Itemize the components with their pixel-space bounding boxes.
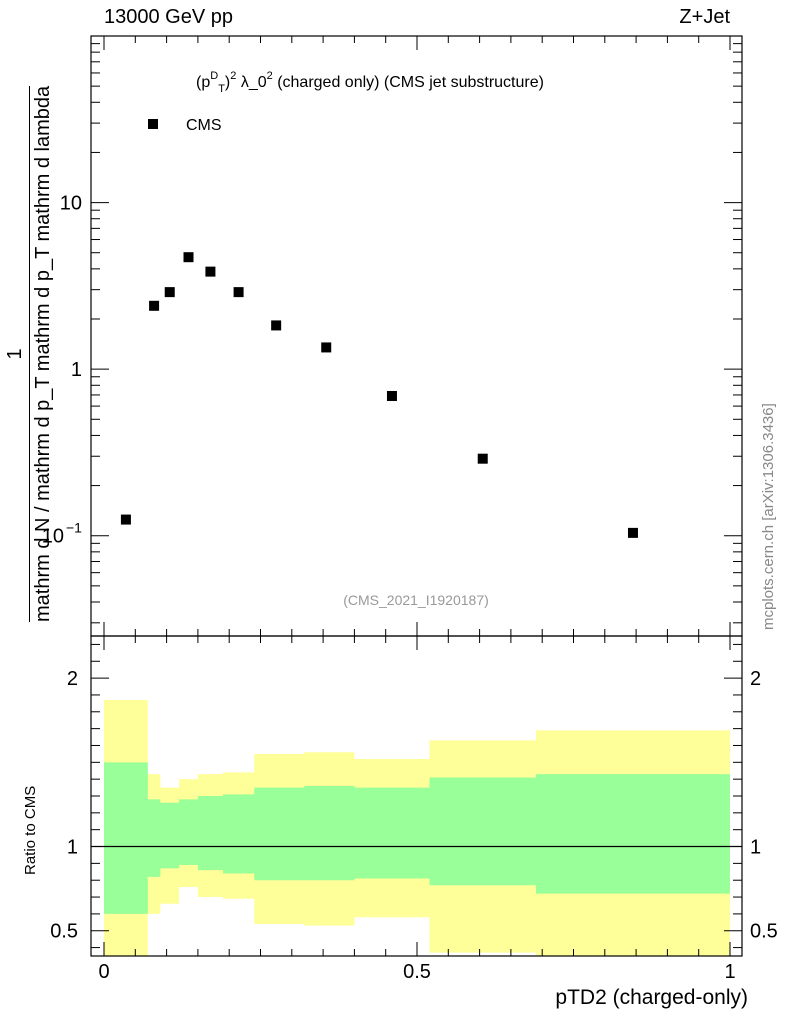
data-point — [205, 266, 216, 277]
title-part: ) — [225, 74, 230, 91]
x-tick-label: 0 — [98, 961, 109, 983]
ylabel-prefix: 1 mathrm d N / mathrm d p_T mathrm d p_T… — [4, 85, 55, 622]
y-tick-label: 10 — [60, 193, 82, 215]
title-part: 2 — [267, 70, 273, 82]
y-tick-label: 10 — [42, 526, 64, 548]
energy-label: 13000 GeV pp — [104, 6, 233, 28]
uncertainty-band-inner — [104, 762, 730, 914]
legend-marker — [148, 119, 158, 129]
title-part: (charged only) (CMS jet substructure) — [273, 74, 544, 91]
y-tick-label-right: 2 — [750, 668, 761, 690]
y-tick-label: 0.5 — [50, 921, 78, 943]
title-part: (p — [196, 74, 210, 91]
source-note: mcplots.cern.ch [arXiv:1306.3436] — [760, 403, 777, 630]
title-part: λ_0 — [236, 74, 266, 91]
ratio-plot: 0.5 0.5 1 1 2 2 0 0.5 1 — [50, 635, 778, 983]
y-tick-label: 2 — [67, 668, 78, 690]
title-part: 2 — [230, 70, 236, 82]
title-part: D — [210, 70, 218, 82]
data-point — [120, 514, 131, 525]
data-point — [164, 287, 175, 298]
y-tick-label: 1 — [71, 359, 82, 381]
data-point — [477, 453, 488, 464]
ylabel-prefix-num: 1 — [4, 85, 30, 622]
x-tick-label: 0.5 — [403, 961, 431, 983]
data-point — [627, 527, 638, 538]
y-tick-label-right: 0.5 — [750, 921, 778, 943]
data-point — [149, 300, 160, 311]
legend-label: CMS — [186, 117, 222, 134]
analysis-watermark: (CMS_2021_I1920187) — [343, 592, 489, 608]
data-point — [233, 287, 244, 298]
chart-title: (pDT)2 λ_02 (charged only) (CMS jet subs… — [196, 70, 544, 95]
x-axis-label: pTD2 (charged-only) — [555, 986, 748, 1009]
y-tick-label: 1 — [67, 837, 78, 859]
process-label: Z+Jet — [679, 6, 730, 28]
y-tick-label-right: 1 — [750, 837, 761, 859]
ratio-y-axis-label: Ratio to CMS — [22, 785, 39, 875]
y-tick-label-exponent: −1 — [66, 520, 82, 536]
main-y-axis-label: 1 mathrm d N / mathrm d p_T mathrm d p_T… — [4, 85, 55, 622]
data-point — [271, 320, 282, 331]
ylabel-prefix-den: mathrm d N / mathrm d p_T mathrm d p_T m… — [32, 85, 54, 622]
data-point — [321, 342, 332, 353]
title-part: T — [218, 83, 225, 95]
data-point — [183, 252, 194, 263]
data-point — [386, 390, 397, 401]
x-tick-label: 1 — [724, 961, 735, 983]
